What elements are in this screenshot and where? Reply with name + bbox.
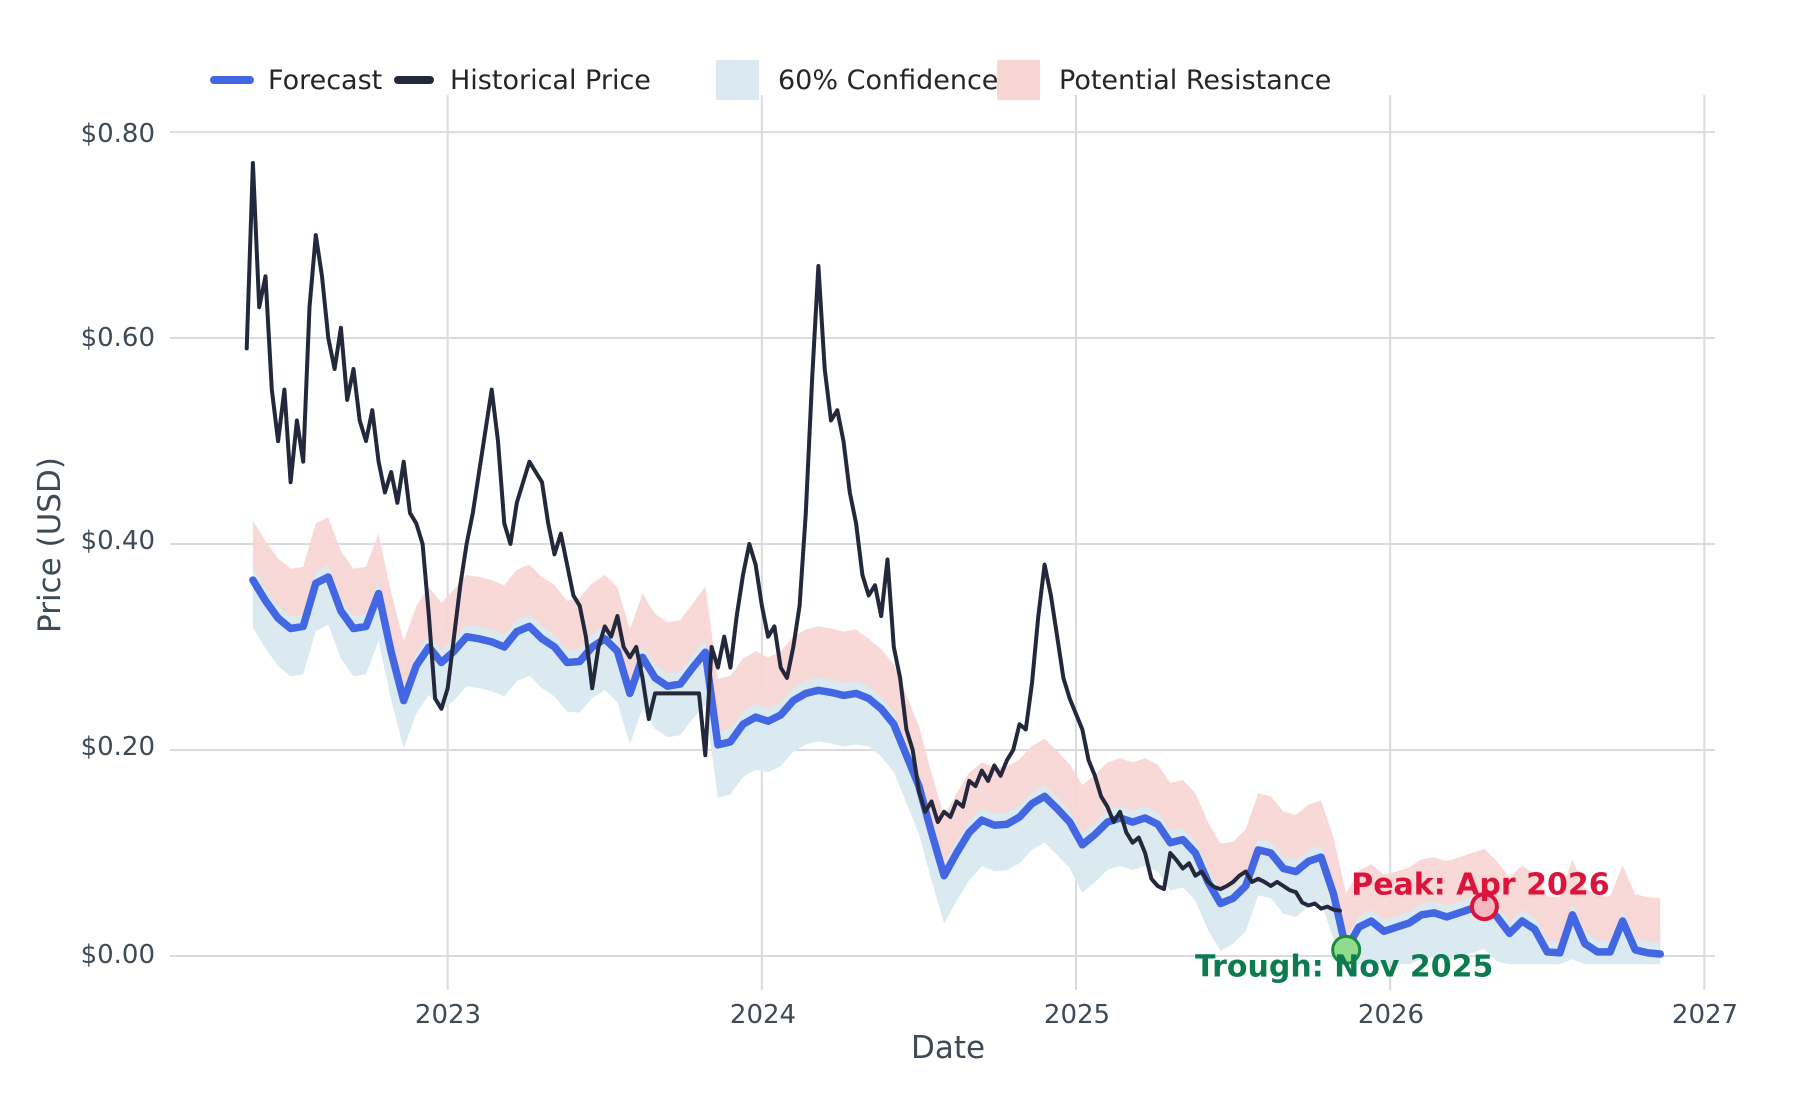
resistance-band-swatch-icon [997,60,1040,100]
legend-item-confidence: 60% Confidence [716,58,998,102]
forecast-line [249,573,1665,958]
trough-annotation: Trough: Nov 2025 [1194,949,1494,985]
y-axis-title: Price (USD) [32,457,68,633]
y-tick-0.40: $0.40 [80,526,155,556]
x-tick-2025: 2025 [1043,1000,1111,1030]
y-tick-0.20: $0.20 [80,732,155,762]
historical-line-swatch-icon [394,76,434,84]
legend-label-resistance: Potential Resistance [1059,64,1332,96]
x-tick-2024: 2024 [729,1000,797,1030]
peak-marker [1469,892,1499,922]
historical-line [244,161,1342,913]
y-tick-0.60: $0.60 [80,323,155,353]
y-tick-0.00: $0.00 [80,940,155,970]
x-axis-title: Date [910,1030,986,1066]
y-tick-0.80: $0.80 [80,119,155,149]
legend-item-historical: Historical Price [394,58,651,102]
legend-label-forecast: Forecast [268,64,383,96]
legend-item-forecast: Forecast [210,58,382,102]
resistance-band [252,517,1661,943]
trough-marker [1331,934,1362,965]
x-tick-2027: 2027 [1671,1000,1739,1030]
legend-label-confidence: 60% Confidence [778,64,999,96]
peak-annotation: Peak: Apr 2026 [1351,867,1610,903]
forecast-line-swatch-icon [210,76,254,84]
x-tick-2023: 2023 [414,1000,482,1030]
confidence-band-swatch-icon [716,60,759,100]
legend-label-historical: Historical Price [450,64,651,96]
legend-item-resistance: Potential Resistance [997,58,1331,102]
x-tick-2026: 2026 [1357,1000,1425,1030]
